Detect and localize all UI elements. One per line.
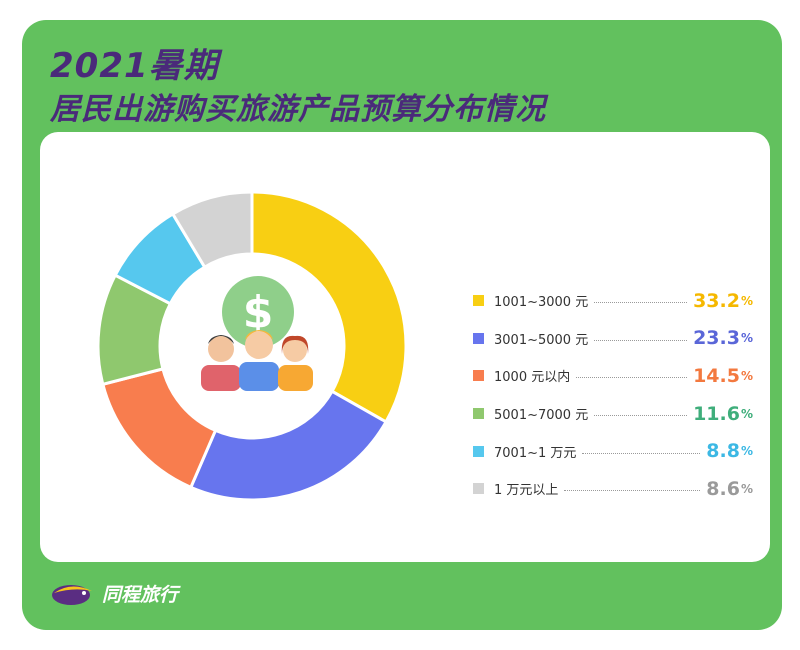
legend-unit: %: [740, 481, 753, 496]
legend-swatch: [473, 483, 484, 495]
legend-swatch: [473, 370, 484, 382]
brand-name: 同程旅行: [102, 584, 179, 606]
donut-slice: [250, 190, 408, 424]
legend-swatch: [473, 295, 484, 307]
donut-slice: [170, 190, 254, 270]
legend-value: 11.6: [693, 402, 740, 425]
legend-label: 1001~3000 元: [494, 295, 589, 311]
people-group-icon: [201, 330, 313, 391]
legend-row: 1001~3000 元 33.2%: [473, 282, 753, 320]
legend-leader-dots: [594, 339, 688, 341]
legend-swatch: [473, 445, 484, 457]
tongcheng-bird-logo-icon: [52, 584, 92, 605]
legend-value: 8.8: [706, 440, 740, 463]
legend-label: 1 万元以上: [494, 483, 559, 499]
legend-label: 3001~5000 元: [494, 332, 589, 348]
legend-unit: %: [740, 406, 753, 421]
legend-value: 33.2: [693, 289, 740, 312]
legend-leader-dots: [582, 452, 701, 454]
donut-slice: [188, 389, 389, 502]
legend-unit: %: [740, 331, 753, 346]
legend-value: 14.5: [693, 364, 740, 387]
legend-row: 1 万元以上 8.6%: [473, 470, 753, 508]
dollar-sign-glyph: $: [243, 287, 274, 338]
legend-label: 5001~7000 元: [494, 408, 589, 424]
chart-panel: $ 1001~3000 元 33.2%: [40, 132, 770, 562]
legend-unit: %: [740, 293, 753, 308]
donut-slice: [101, 367, 218, 490]
chart-legend: 1001~3000 元 33.2% 3001~5000 元 23.3% 1000…: [473, 282, 753, 508]
center-illustration: $: [201, 276, 313, 391]
legend-row: 3001~5000 元 23.3%: [473, 320, 753, 358]
legend-leader-dots: [576, 377, 688, 379]
brand-logo: 同程旅行: [50, 580, 178, 607]
donut-slices: [96, 190, 408, 502]
legend-value: 8.6: [706, 477, 740, 500]
legend-unit: %: [740, 368, 753, 383]
legend-swatch: [473, 408, 484, 420]
legend-value: 23.3: [693, 327, 740, 350]
chart-title-line-2: 居民出游购买旅游产品预算分布情况: [50, 92, 546, 127]
legend-row: 1000 元以内 14.5%: [473, 357, 753, 395]
legend-unit: %: [740, 444, 753, 459]
legend-row: 5001~7000 元 11.6%: [473, 395, 753, 433]
legend-leader-dots: [594, 302, 688, 304]
legend-swatch: [473, 332, 484, 344]
legend-leader-dots: [594, 415, 688, 417]
donut-chart: $: [96, 190, 408, 502]
legend-row: 7001~1 万元 8.8%: [473, 432, 753, 470]
chart-title-line-1: 2021暑期: [50, 46, 219, 86]
legend-label: 1000 元以内: [494, 370, 571, 386]
legend-label: 7001~1 万元: [494, 445, 577, 461]
dollar-coin-icon: [222, 276, 294, 348]
legend-leader-dots: [564, 490, 701, 492]
